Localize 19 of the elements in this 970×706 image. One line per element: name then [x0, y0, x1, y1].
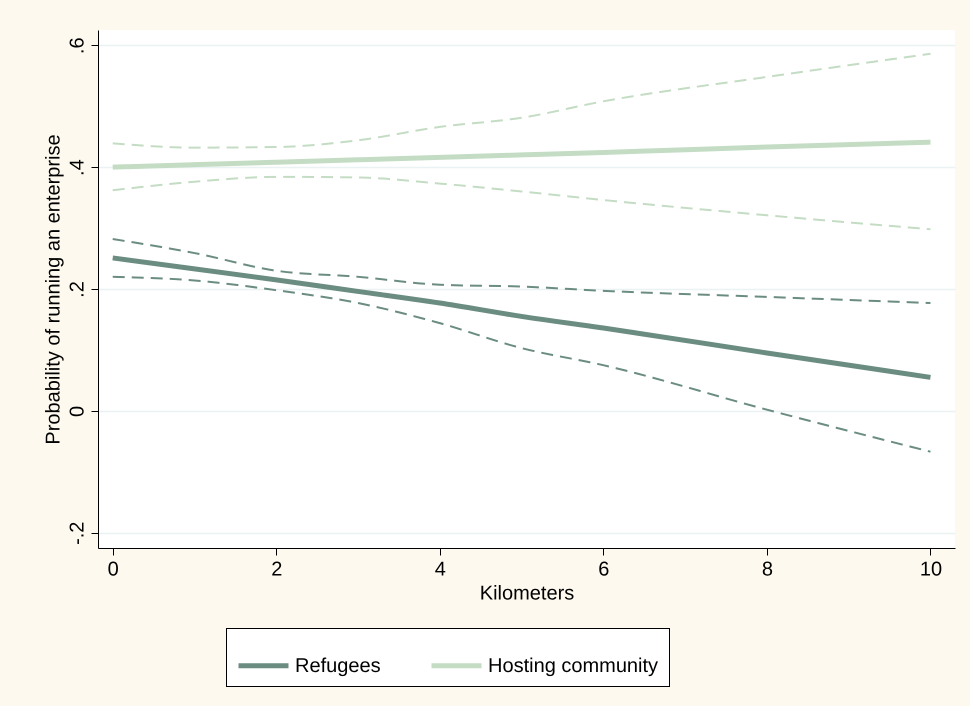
y-tick-label: .4: [66, 159, 88, 176]
legend-label: Hosting community: [488, 654, 658, 677]
line-series: [112, 52, 932, 149]
y-tick-label: .6: [66, 37, 88, 54]
x-tick-label: 2: [271, 558, 282, 580]
x-axis-title: Kilometers: [480, 582, 574, 604]
line-series: [112, 176, 932, 230]
x-tick-label: 0: [108, 558, 119, 580]
line-series: [112, 276, 932, 453]
line-series: [112, 238, 932, 304]
y-axis-title: Probability of running an enterprise: [42, 134, 64, 445]
y-tick-label: -.2: [66, 522, 88, 545]
legend-label: Refugees: [295, 654, 381, 677]
y-tick-label: 0: [66, 406, 88, 417]
x-tick-label: 8: [762, 558, 773, 580]
x-tick-label: 6: [598, 558, 610, 580]
y-tick-label: .2: [66, 281, 88, 298]
x-tick-label: 10: [920, 558, 942, 580]
x-tick-label: 4: [434, 558, 446, 580]
